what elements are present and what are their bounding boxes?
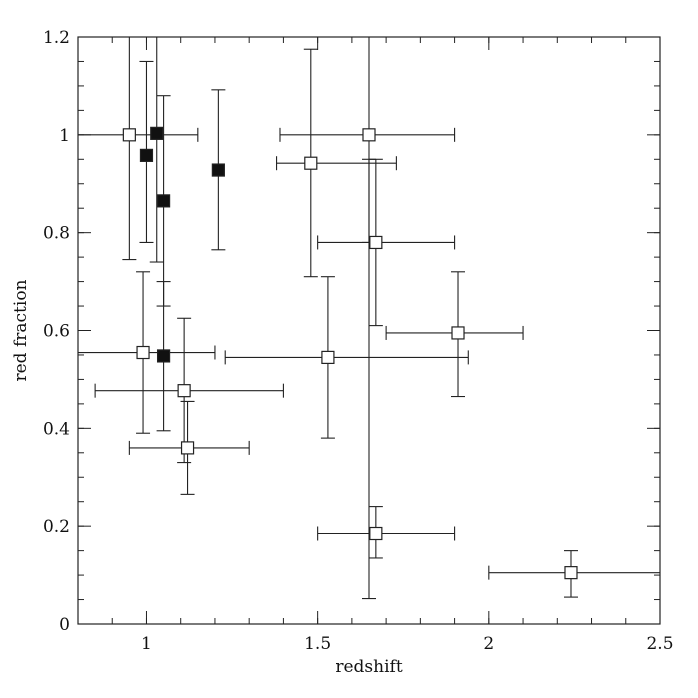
data-point bbox=[488, 550, 660, 598]
filled-square-marker bbox=[156, 349, 171, 363]
data-point bbox=[149, 37, 164, 263]
data-point bbox=[279, 37, 456, 243]
data-point bbox=[156, 95, 171, 307]
data-point bbox=[128, 400, 250, 495]
data-point bbox=[224, 276, 469, 439]
open-square-marker bbox=[369, 526, 383, 541]
y-tick-label: 0.2 bbox=[43, 517, 70, 537]
open-square-marker bbox=[321, 350, 335, 365]
data-point bbox=[211, 89, 226, 251]
open-square-marker bbox=[369, 235, 383, 250]
x-tick-label: 2 bbox=[483, 634, 494, 654]
series-open-square bbox=[78, 37, 660, 600]
open-square-marker bbox=[564, 566, 578, 580]
data-point bbox=[139, 60, 154, 243]
data-point bbox=[78, 271, 216, 434]
data-point bbox=[276, 48, 397, 278]
x-axis-label: redshift bbox=[335, 657, 402, 677]
filled-square-marker bbox=[150, 126, 164, 140]
y-tick-label: 0.6 bbox=[43, 322, 70, 342]
data-point bbox=[317, 158, 456, 327]
x-tick-label: 1 bbox=[141, 634, 152, 654]
open-square-marker bbox=[304, 156, 318, 170]
x-tick-label: 2.5 bbox=[646, 634, 673, 654]
chart-marks bbox=[78, 37, 660, 600]
y-axis-label: red fraction bbox=[11, 279, 31, 381]
open-square-marker bbox=[177, 384, 191, 398]
filled-square-marker bbox=[156, 194, 171, 208]
data-point bbox=[156, 281, 171, 432]
open-square-marker bbox=[122, 128, 136, 142]
axis-ticks bbox=[77, 36, 661, 625]
y-tick-label: 1.2 bbox=[43, 28, 70, 48]
data-point bbox=[317, 506, 456, 559]
open-square-marker bbox=[451, 326, 465, 340]
open-square-marker bbox=[180, 441, 195, 455]
data-point bbox=[78, 37, 199, 261]
filled-square-marker bbox=[139, 148, 154, 162]
x-tick-label: 1.5 bbox=[304, 634, 331, 654]
y-tick-label: 1 bbox=[59, 126, 70, 146]
data-point bbox=[385, 271, 524, 398]
data-point bbox=[362, 158, 376, 600]
y-tick-label: 0.8 bbox=[43, 224, 70, 244]
y-tick-label: 0.4 bbox=[43, 419, 70, 439]
data-point bbox=[94, 317, 284, 464]
filled-square-marker bbox=[211, 163, 225, 177]
open-square-marker bbox=[136, 345, 150, 360]
axis-tick-labels: 1 1.5 2 2.5 0 0.2 0.4 0.6 0.8 1 1.2 bbox=[43, 28, 674, 654]
open-square-marker bbox=[362, 128, 376, 142]
series-filled-square bbox=[139, 37, 226, 432]
y-tick-label: 0 bbox=[59, 615, 70, 635]
